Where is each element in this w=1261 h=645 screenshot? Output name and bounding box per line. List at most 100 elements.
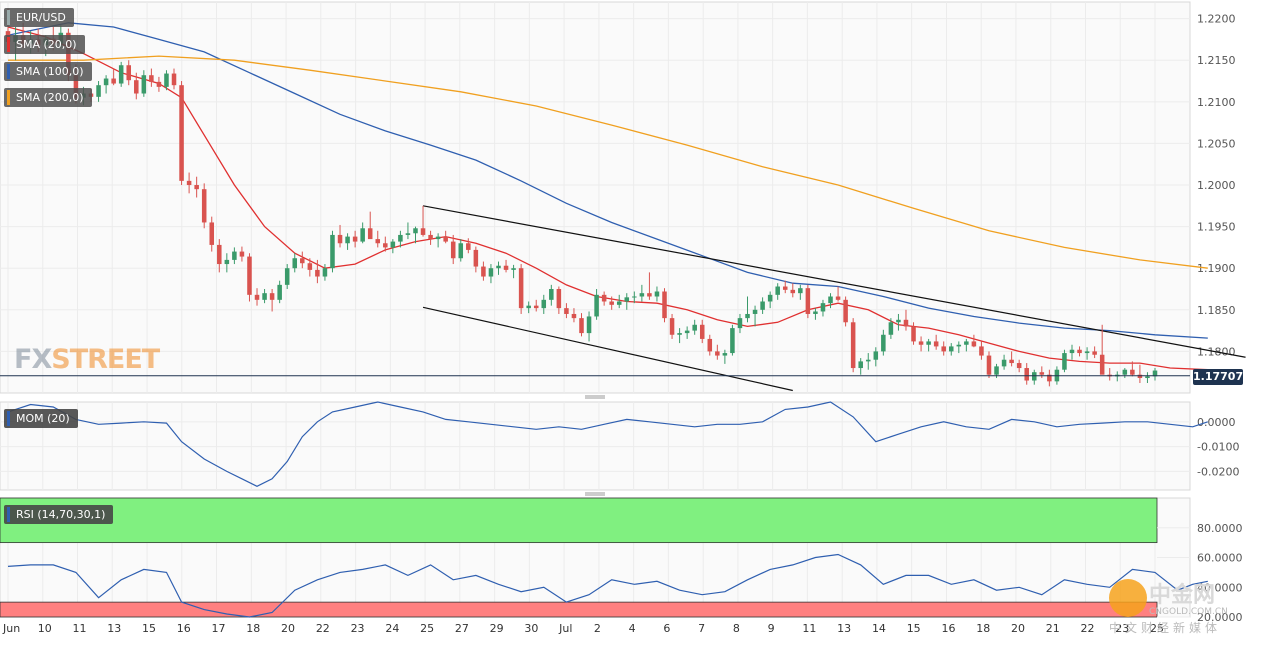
candle-body <box>383 243 388 248</box>
brand-tagline: 中文财经新媒体 <box>1109 621 1222 635</box>
rsi-tick-label: 60.0000 <box>1197 552 1243 565</box>
rsi-tick-label: 40.0000 <box>1197 581 1243 594</box>
x-tick-label: 18 <box>976 622 990 635</box>
candle-body <box>1031 372 1037 381</box>
legend-symbol-swatch <box>7 10 10 25</box>
x-tick-label: 20 <box>281 622 295 635</box>
x-tick-label: 13 <box>107 622 121 635</box>
legend-sma200-swatch <box>7 90 10 105</box>
candle-body <box>1039 372 1045 375</box>
candle-body <box>1092 351 1097 355</box>
x-tick-label: 9 <box>768 622 775 635</box>
candle-body <box>835 296 841 300</box>
candle-body <box>1137 374 1143 379</box>
candle-body <box>541 299 547 309</box>
candle-body <box>594 294 599 317</box>
candle-body <box>209 222 215 245</box>
candle-body <box>647 293 652 297</box>
candle-body <box>828 296 833 304</box>
candle-body <box>511 268 516 270</box>
candle-body <box>601 294 607 302</box>
legend-mom-swatch <box>7 411 10 426</box>
candle-body <box>134 80 139 94</box>
price-tick-label: 1.2100 <box>1197 96 1236 109</box>
x-tick-label: 29 <box>490 622 504 635</box>
candle-body <box>239 251 245 257</box>
brand-logo-icon <box>1109 579 1147 617</box>
brand-name: 中金网 <box>1149 583 1216 608</box>
candle-body <box>782 286 788 290</box>
candle-body <box>292 258 298 269</box>
x-tick-label: 10 <box>38 622 52 635</box>
rsi-oversold-zone <box>0 601 1158 618</box>
rsi-line <box>7 553 1208 618</box>
momentum-line <box>7 401 1208 487</box>
candle-body <box>707 338 713 352</box>
candle-body <box>488 268 494 277</box>
candle-body <box>443 236 448 242</box>
candle-body <box>1145 376 1150 379</box>
candle-body <box>903 319 909 327</box>
candle-body <box>1122 369 1128 375</box>
candle-body <box>352 236 358 242</box>
x-tick-label: 17 <box>212 622 226 635</box>
last-price-tag: 1.17707 <box>1193 369 1244 385</box>
candle-body <box>1077 349 1082 354</box>
legend-mom: MOM (20) <box>4 409 78 428</box>
candle-body <box>745 313 750 319</box>
trendline-1 <box>422 306 793 392</box>
x-tick-label: 14 <box>872 622 886 635</box>
candle-body <box>1084 351 1090 354</box>
x-tick-label: 24 <box>385 622 399 635</box>
candle-body <box>979 346 984 356</box>
x-tick-label: 30 <box>524 622 538 635</box>
candle-body <box>941 346 946 352</box>
candle-body <box>518 268 524 309</box>
candle-body <box>715 351 720 356</box>
candle-body <box>330 234 335 269</box>
candle-body <box>850 322 856 369</box>
legend-sma100-label: SMA (100,0) <box>16 65 84 78</box>
candle-body <box>1016 363 1022 369</box>
x-tick-label: 20 <box>1011 622 1025 635</box>
candle-body <box>888 322 894 335</box>
x-tick-label: 16 <box>177 622 191 635</box>
candle-body <box>1099 354 1105 375</box>
candle-body <box>654 291 660 297</box>
candle-body <box>73 75 79 98</box>
candle-body <box>111 78 116 84</box>
candle-body <box>858 361 863 369</box>
legend-sma100-swatch <box>7 64 10 79</box>
legend-sma100: SMA (100,0) <box>4 62 92 81</box>
candle-body <box>881 334 886 352</box>
rsi-tick-label: 80.0000 <box>1197 522 1243 535</box>
candle-body <box>956 344 962 347</box>
candle-body <box>284 268 290 285</box>
candle-body <box>345 236 350 244</box>
candle-body <box>435 236 441 240</box>
mom-tick-label: -0.0200 <box>1197 465 1239 478</box>
legend-sma200: SMA (200,0) <box>4 88 92 107</box>
candle-body <box>526 305 531 309</box>
x-tick-label: 11 <box>73 622 87 635</box>
price-tick-label: 1.2200 <box>1197 13 1236 26</box>
x-tick-label: 11 <box>802 622 816 635</box>
candle-body <box>420 228 426 235</box>
brand-domain: CNGOLD.COM.CN <box>1149 607 1228 617</box>
candle-body <box>933 341 939 347</box>
candle-body <box>752 309 758 314</box>
candle-body <box>458 243 464 259</box>
candle-body <box>911 326 916 342</box>
candle-body <box>564 308 569 314</box>
candle-body <box>473 249 479 267</box>
watermark-street: STREET <box>51 344 160 375</box>
candle-body <box>669 318 675 335</box>
x-tick-label: 8 <box>733 622 740 635</box>
legend-sma200-label: SMA (200,0) <box>16 91 84 104</box>
candle-body <box>662 291 667 319</box>
candle-body <box>224 259 230 265</box>
candle-body <box>632 296 637 298</box>
candle-body <box>986 355 992 375</box>
candle-body <box>1047 374 1052 382</box>
